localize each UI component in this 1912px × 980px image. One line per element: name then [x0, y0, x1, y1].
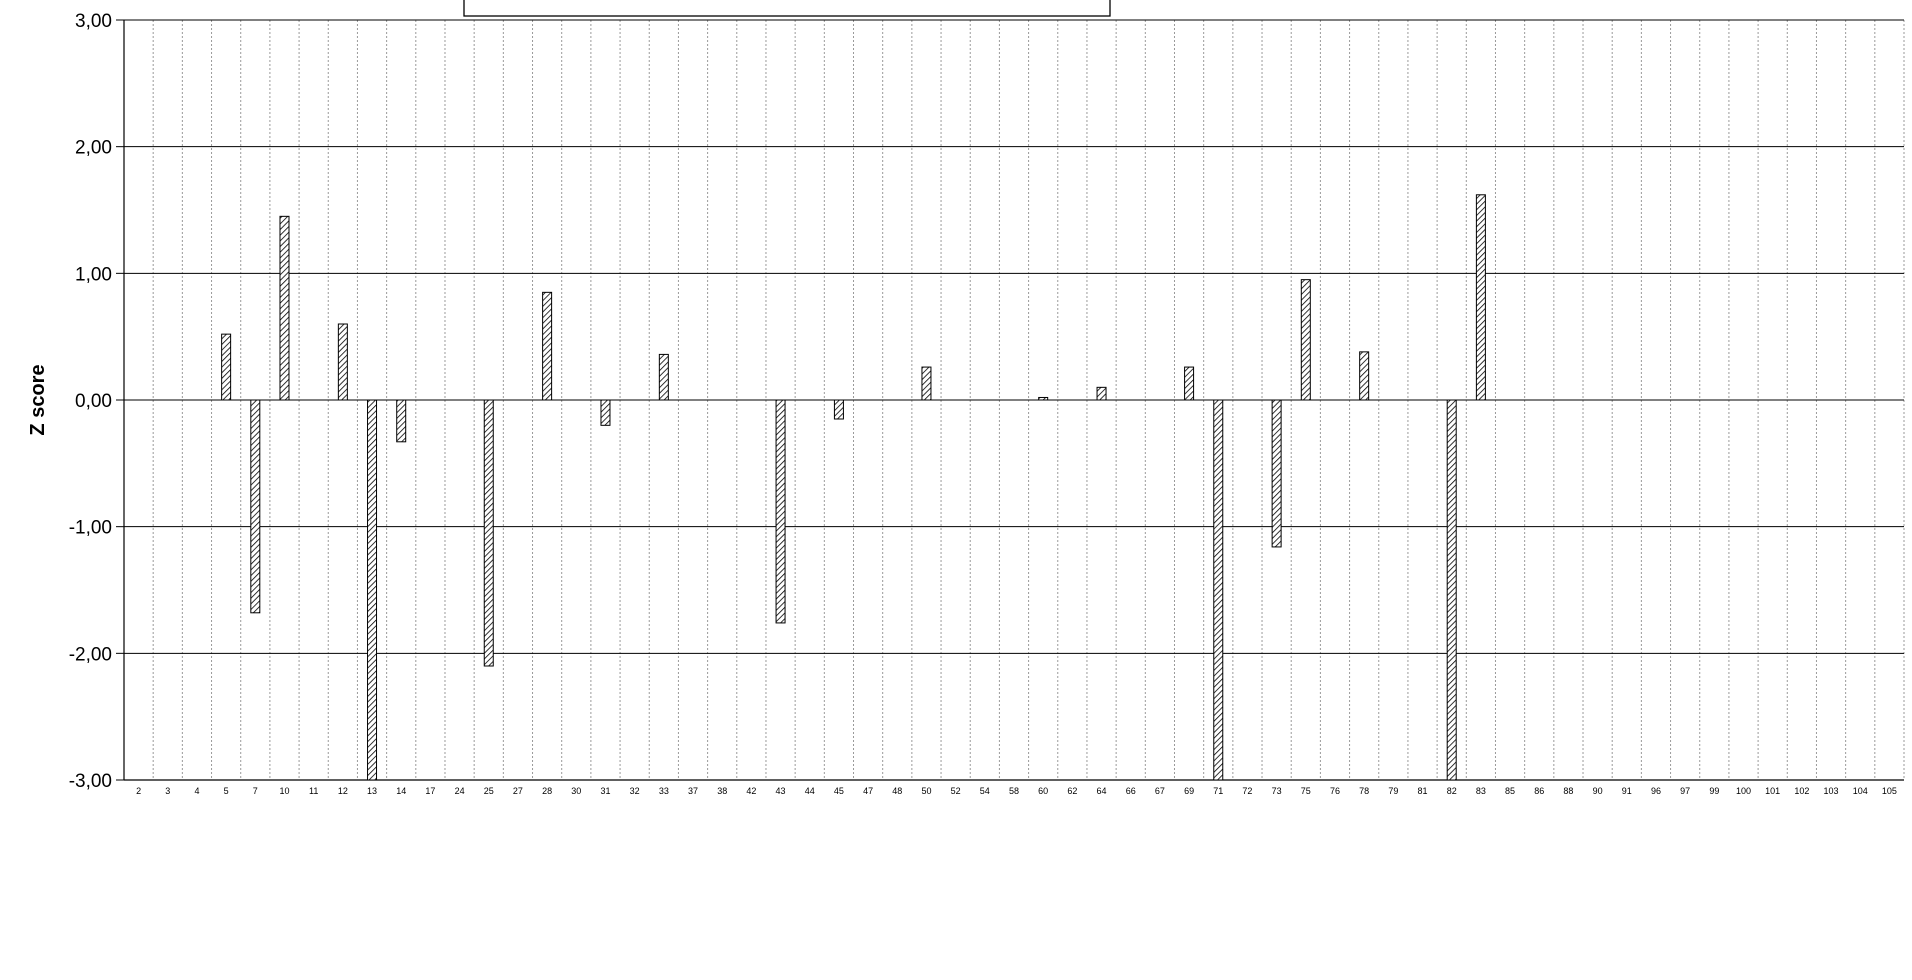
x-tick-label: 48 [892, 786, 902, 796]
bar-31 [600, 399, 611, 426]
x-tick-label: 103 [1824, 786, 1839, 796]
bars [221, 194, 1486, 781]
x-tick-label: 73 [1272, 786, 1282, 796]
bar-50 [921, 366, 932, 401]
bar-71 [1213, 399, 1224, 781]
y-tick-label: -3,00 [69, 771, 112, 792]
horizontal-gridlines [116, 19, 1904, 781]
y-tick-label: 1,00 [75, 264, 112, 285]
y-tick-label: -2,00 [69, 644, 112, 665]
x-tick-label: 67 [1155, 786, 1165, 796]
x-tick-label: 82 [1447, 786, 1457, 796]
bar-73 [1271, 399, 1282, 548]
x-tick-label: 10 [279, 786, 289, 796]
x-tick-labels: 2 3 4 5 7 10 11 12 13 14 17 24 25 27 28 30 31 32 33 37 38 42 4… [136, 786, 1897, 796]
x-tick-label: 71 [1213, 786, 1223, 796]
x-tick-label: 2 [136, 786, 141, 796]
bar-5 [221, 333, 232, 401]
x-tick-label: 27 [513, 786, 523, 796]
bar-14 [396, 399, 407, 443]
x-tick-label: 79 [1388, 786, 1398, 796]
x-tick-label: 78 [1359, 786, 1369, 796]
y-tick-label: -1,00 [69, 518, 112, 539]
x-tick-label: 96 [1651, 786, 1661, 796]
x-tick-label: 97 [1680, 786, 1690, 796]
x-tick-label: 25 [484, 786, 494, 796]
x-tick-label: 104 [1853, 786, 1868, 796]
x-tick-label: 83 [1476, 786, 1486, 796]
x-tick-label: 47 [863, 786, 873, 796]
x-tick-label: 100 [1736, 786, 1751, 796]
x-tick-label: 28 [542, 786, 552, 796]
bar-69 [1184, 366, 1195, 401]
y-axis-label: Z score [27, 364, 49, 435]
bar-45 [833, 399, 844, 420]
x-tick-label: 37 [688, 786, 698, 796]
bar-43 [775, 399, 786, 624]
bar-28 [542, 291, 553, 401]
x-tick-label: 105 [1882, 786, 1897, 796]
x-tick-label: 66 [1126, 786, 1136, 796]
x-tick-label: 60 [1038, 786, 1048, 796]
x-tick-label: 69 [1184, 786, 1194, 796]
x-tick-label: 11 [309, 786, 318, 796]
bar-78 [1359, 351, 1370, 401]
x-tick-label: 99 [1709, 786, 1719, 796]
x-tick-label: 7 [253, 786, 258, 796]
bar-13 [367, 399, 378, 781]
x-tick-label: 101 [1765, 786, 1780, 796]
bar-75 [1300, 279, 1311, 401]
x-tick-label: 102 [1794, 786, 1809, 796]
x-tick-label: 44 [805, 786, 815, 796]
y-tick-labels: 3,00 2,00 1,00 0,00 -1,00 -2,00 -3,00 [69, 11, 112, 792]
x-tick-label: 85 [1505, 786, 1515, 796]
x-tick-label: 81 [1418, 786, 1428, 796]
x-tick-label: 4 [194, 786, 199, 796]
x-tick-label: 32 [630, 786, 640, 796]
bar-10 [279, 215, 290, 401]
y-tick-label: 3,00 [75, 11, 112, 32]
x-tick-label: 50 [921, 786, 931, 796]
bar-82 [1446, 399, 1457, 781]
bar-83 [1475, 194, 1486, 401]
x-tick-label: 75 [1301, 786, 1311, 796]
x-tick-label: 31 [600, 786, 610, 796]
x-tick-label: 52 [951, 786, 961, 796]
x-tick-label: 45 [834, 786, 844, 796]
x-tick-label: 13 [367, 786, 377, 796]
x-tick-label: 12 [338, 786, 348, 796]
x-tick-label: 43 [776, 786, 786, 796]
x-tick-label: 64 [1097, 786, 1107, 796]
bar-25 [483, 399, 494, 667]
x-tick-label: 88 [1563, 786, 1573, 796]
x-tick-label: 86 [1534, 786, 1544, 796]
x-tick-label: 5 [224, 786, 229, 796]
x-tick-label: 72 [1242, 786, 1252, 796]
x-tick-label: 58 [1009, 786, 1019, 796]
bar-33 [658, 353, 669, 401]
x-tick-label: 17 [425, 786, 435, 796]
x-tick-label: 91 [1622, 786, 1632, 796]
x-tick-label: 90 [1593, 786, 1603, 796]
bar-60 [1038, 396, 1049, 401]
x-tick-label: 3 [165, 786, 170, 796]
x-tick-label: 38 [717, 786, 727, 796]
y-tick-label: 2,00 [75, 138, 112, 159]
bar-7 [250, 399, 261, 614]
x-tick-label: 33 [659, 786, 669, 796]
x-tick-label: 30 [571, 786, 581, 796]
bar-64 [1096, 386, 1107, 401]
x-tick-label: 62 [1067, 786, 1077, 796]
legend-box [463, 0, 1111, 17]
x-tick-label: 24 [455, 786, 465, 796]
x-tick-label: 54 [980, 786, 990, 796]
bar-12 [337, 323, 348, 401]
x-tick-label: 42 [746, 786, 756, 796]
y-tick-label: 0,00 [75, 391, 112, 412]
x-tick-label: 14 [396, 786, 406, 796]
x-tick-label: 76 [1330, 786, 1340, 796]
